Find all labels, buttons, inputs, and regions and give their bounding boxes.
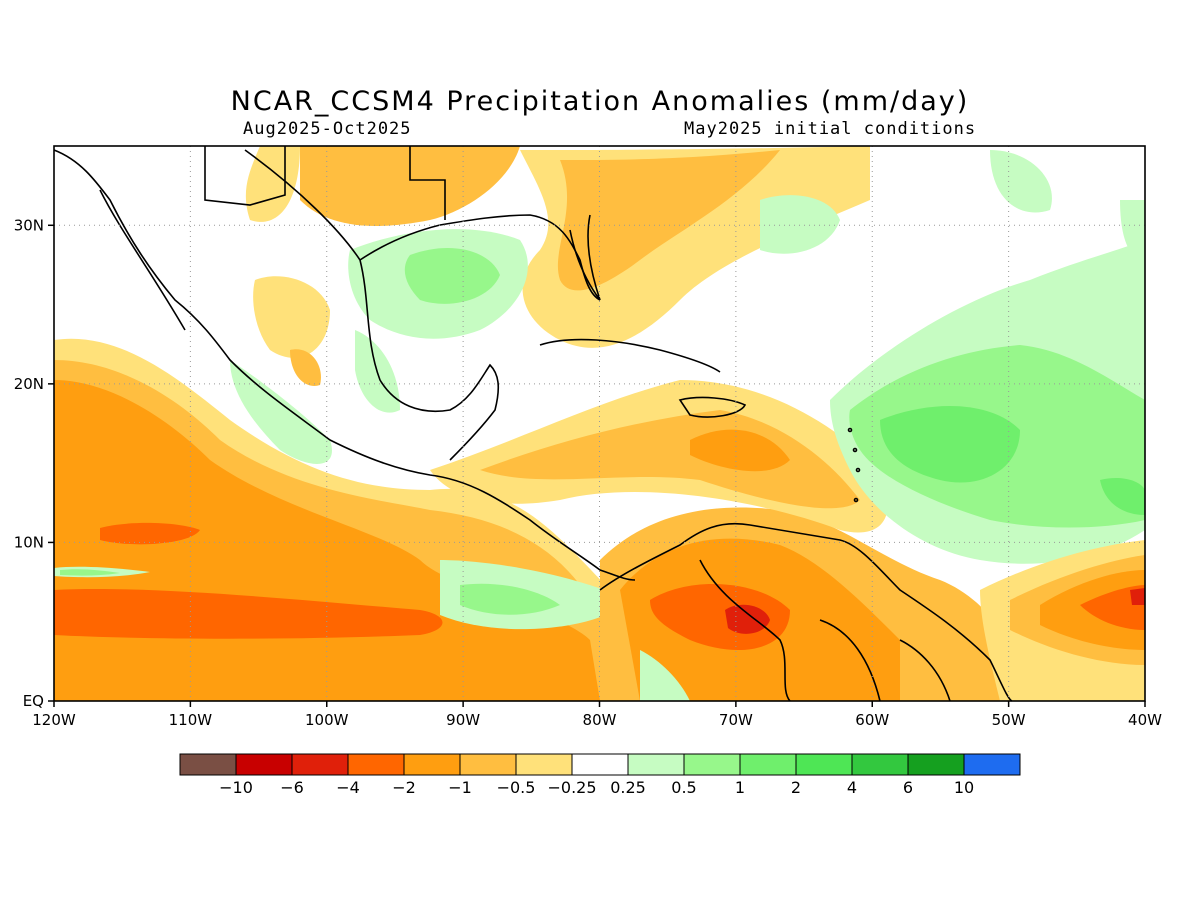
map-title: NCAR_CCSM4 Precipitation Anomalies (mm/d… [230,86,970,117]
lat-tick-label: 20N [14,375,44,393]
lat-tick-label: 10N [14,533,44,551]
colorbar-label: −10 [219,778,253,797]
colorbar-label: −4 [336,778,360,797]
colorbar-swatch [907,753,965,776]
lat-tick-label: 30N [14,216,44,234]
colorbar-label: 10 [954,778,974,797]
colorbar-swatch [179,753,237,776]
colorbar-swatch [627,753,685,776]
colorbar-swatch [683,753,741,776]
colorbar-label: −0.5 [497,778,536,797]
gridlines [54,146,1145,701]
colorbar-swatch [347,753,405,776]
colorbar-swatch [459,753,517,776]
lon-tick-label: 60W [855,711,889,729]
coastlines [53,146,1013,702]
forecast-period: Aug2025-Oct2025 [243,119,412,139]
anomaly-field [54,146,1145,701]
colorbar-label: −2 [392,778,416,797]
colorbar: −10 −6 −4 −2 −1 −0.5 −0.25 0.25 0.5 1 2 4 6 10 [179,753,1021,797]
colorbar-swatch [403,753,461,776]
lon-tick-label: 50W [992,711,1026,729]
colorbar-label: 0.25 [610,778,646,797]
lon-tick-label: 100W [305,711,349,729]
colorbar-swatch [851,753,909,776]
colorbar-swatch [515,753,573,776]
lat-tick-label: EQ [23,692,44,710]
colorbar-label: −1 [448,778,472,797]
lon-tick-label: 70W [719,711,753,729]
colorbar-label: −6 [280,778,304,797]
colorbar-label: 1 [735,778,745,797]
colorbar-label: 6 [903,778,913,797]
colorbar-swatch [963,753,1021,776]
colorbar-label: 0.5 [671,778,696,797]
colorbar-label: −0.25 [547,778,596,797]
lon-tick-label: 40W [1128,711,1162,729]
colorbar-swatch [571,753,629,776]
colorbar-swatch [291,753,349,776]
colorbar-label: 2 [791,778,801,797]
axis-ticks: 120W 110W 100W 90W 80W 70W 60W 50W 40W EQ 10N 20N 30… [14,216,1162,729]
colorbar-swatch [795,753,853,776]
colorbar-swatch [739,753,797,776]
lon-tick-label: 90W [446,711,480,729]
lon-tick-label: 80W [583,711,617,729]
lon-tick-label: 110W [169,711,213,729]
initial-conditions: May2025 initial conditions [684,119,977,139]
lon-tick-label: 120W [32,711,76,729]
colorbar-swatch [235,753,293,776]
colorbar-label: 4 [847,778,857,797]
